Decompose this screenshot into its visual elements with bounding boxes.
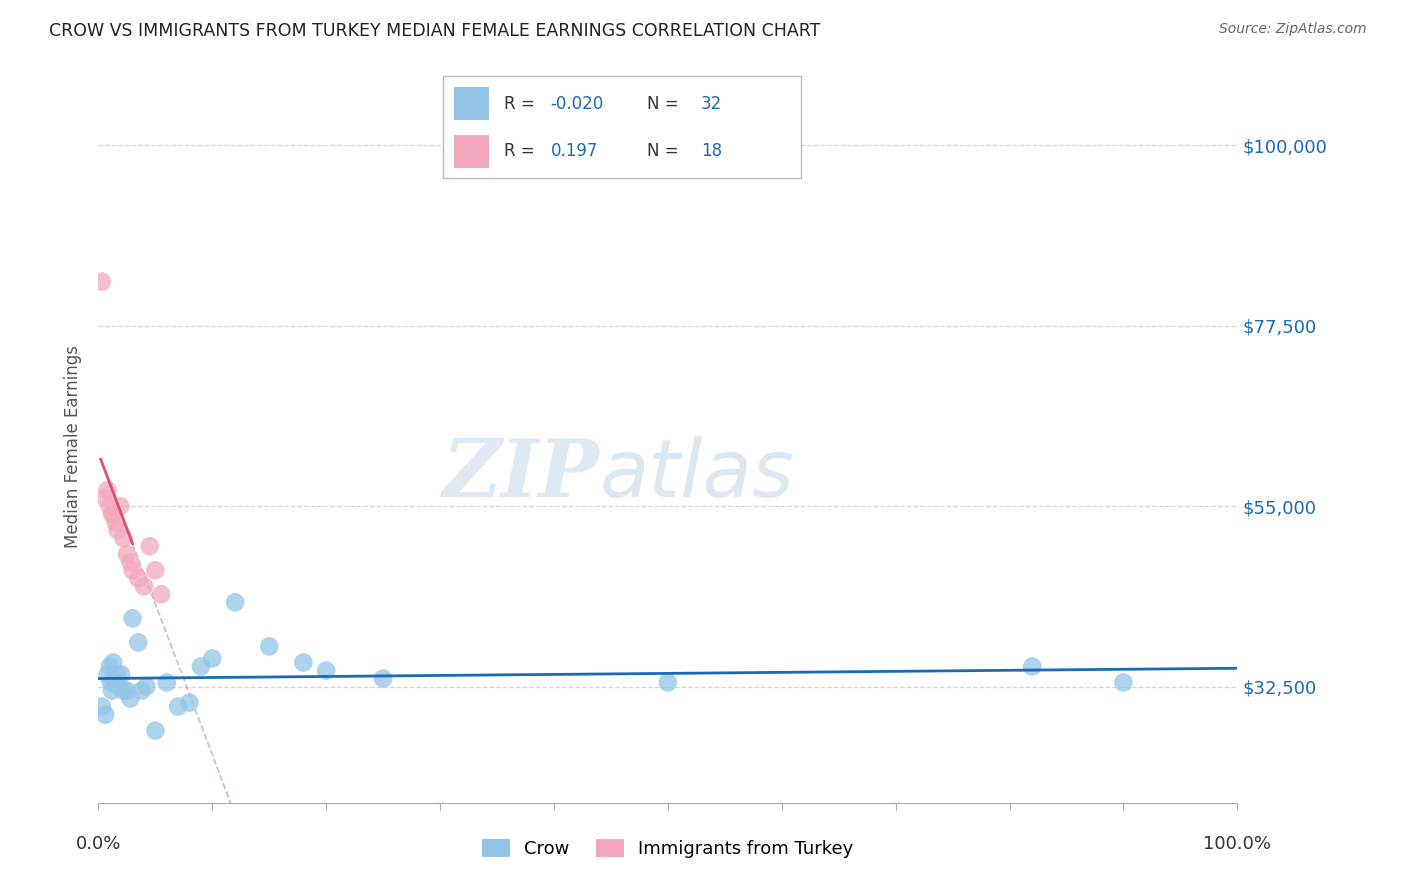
Point xyxy=(315,664,337,678)
Text: 100.0%: 100.0% xyxy=(1204,835,1271,853)
Point xyxy=(90,275,112,289)
Point xyxy=(127,635,149,649)
Point xyxy=(145,723,167,738)
Point xyxy=(103,507,125,521)
Point xyxy=(1112,675,1135,690)
Point xyxy=(104,675,127,690)
Point xyxy=(190,659,212,673)
Text: 0.0%: 0.0% xyxy=(76,835,121,853)
Point xyxy=(98,659,121,673)
Point xyxy=(98,499,121,513)
Point xyxy=(110,667,132,681)
Point xyxy=(131,683,153,698)
FancyBboxPatch shape xyxy=(454,87,489,120)
Point xyxy=(132,579,155,593)
Point xyxy=(201,651,224,665)
Text: R =: R = xyxy=(503,95,534,112)
Point xyxy=(167,699,190,714)
Point xyxy=(103,656,125,670)
Point xyxy=(127,571,149,585)
Point xyxy=(108,680,131,694)
Point xyxy=(179,696,201,710)
Text: 32: 32 xyxy=(702,95,723,112)
Point xyxy=(101,507,124,521)
Point xyxy=(112,683,135,698)
Point xyxy=(120,691,142,706)
Text: Source: ZipAtlas.com: Source: ZipAtlas.com xyxy=(1219,22,1367,37)
Point xyxy=(145,563,167,577)
Point xyxy=(112,531,135,545)
Point xyxy=(371,672,394,686)
Text: CROW VS IMMIGRANTS FROM TURKEY MEDIAN FEMALE EARNINGS CORRELATION CHART: CROW VS IMMIGRANTS FROM TURKEY MEDIAN FE… xyxy=(49,22,821,40)
Point xyxy=(121,611,143,625)
Point xyxy=(657,675,679,690)
Text: atlas: atlas xyxy=(599,435,794,514)
FancyBboxPatch shape xyxy=(443,76,801,178)
Text: N =: N = xyxy=(647,142,679,160)
Point xyxy=(138,539,160,553)
Point xyxy=(105,667,128,681)
Point xyxy=(120,555,142,569)
Point xyxy=(100,675,122,690)
Point xyxy=(156,675,179,690)
FancyBboxPatch shape xyxy=(454,136,489,168)
Point xyxy=(121,563,143,577)
Text: ZIP: ZIP xyxy=(443,436,599,513)
Point xyxy=(115,683,138,698)
Point xyxy=(150,587,173,601)
Point xyxy=(96,483,118,497)
Text: 18: 18 xyxy=(702,142,723,160)
Point xyxy=(259,640,281,654)
Point xyxy=(104,515,127,529)
Point xyxy=(107,523,129,537)
Text: -0.020: -0.020 xyxy=(551,95,603,112)
Point xyxy=(96,667,118,681)
Point xyxy=(224,595,246,609)
Point xyxy=(94,491,117,505)
Point xyxy=(108,499,131,513)
Legend: Crow, Immigrants from Turkey: Crow, Immigrants from Turkey xyxy=(475,831,860,865)
Text: 0.197: 0.197 xyxy=(551,142,598,160)
Point xyxy=(115,547,138,561)
Point xyxy=(292,656,315,670)
Point xyxy=(90,699,112,714)
Point xyxy=(1021,659,1043,673)
Text: N =: N = xyxy=(647,95,679,112)
Point xyxy=(135,680,157,694)
Point xyxy=(101,683,124,698)
Text: R =: R = xyxy=(503,142,534,160)
Y-axis label: Median Female Earnings: Median Female Earnings xyxy=(65,344,83,548)
Point xyxy=(94,707,117,722)
